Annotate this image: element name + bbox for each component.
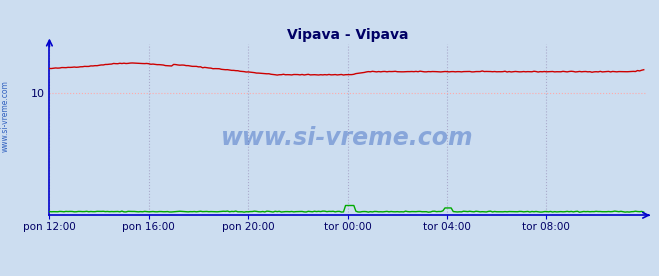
Text: www.si-vreme.com: www.si-vreme.com	[221, 126, 474, 150]
Text: www.si-vreme.com: www.si-vreme.com	[1, 80, 10, 152]
Title: Vipava - Vipava: Vipava - Vipava	[287, 28, 409, 42]
